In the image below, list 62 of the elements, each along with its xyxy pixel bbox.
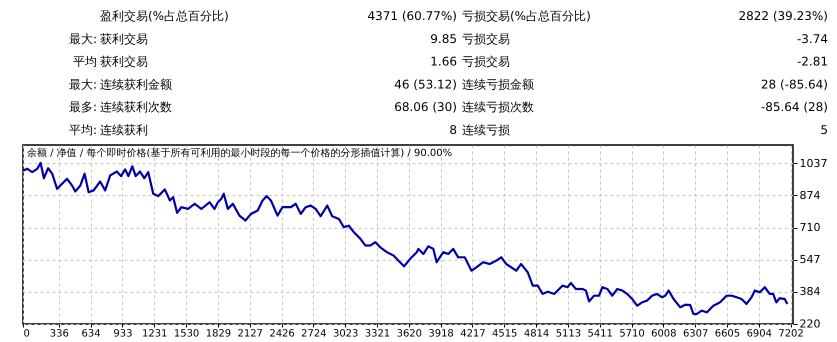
text: 最多: (68, 100, 97, 114)
text: 2822 (39.23%) (738, 9, 828, 23)
text: 连续亏损次数 (462, 100, 534, 114)
x-tick-label: 2426 (269, 328, 295, 340)
x-tick-label: 7202 (778, 328, 804, 340)
y-tick-label: 220 (800, 318, 820, 330)
text: 连续获利次数 (100, 100, 172, 114)
text: 盈利交易(%占总百分比) (100, 9, 229, 23)
x-tick-label: 3918 (428, 328, 454, 340)
x-tick-label: 4515 (492, 328, 518, 340)
text: 连续获利 (100, 123, 148, 137)
x-tick-label: 6605 (714, 328, 740, 340)
y-tick-label: 710 (800, 221, 820, 234)
text: -2.81 (796, 54, 828, 69)
x-tick-label: 1829 (206, 328, 232, 340)
x-tick-label: 4217 (460, 328, 486, 340)
text: 68.06 (30) (394, 100, 457, 114)
text: 平均: (68, 123, 97, 137)
x-tick-label: 634 (82, 328, 101, 340)
text: 5 (820, 123, 828, 137)
text: 获利交易 (100, 54, 148, 69)
text: 连续获利金额 (100, 77, 172, 92)
line-series (23, 162, 788, 316)
text: 9.85 (430, 32, 457, 46)
text: 连续亏损 (462, 123, 510, 137)
x-tick-label: 5411 (587, 328, 613, 340)
x-tick-label: 1231 (142, 328, 168, 340)
text: 亏损交易(%占总百分比) (462, 9, 591, 23)
text: 亏损交易 (462, 54, 510, 69)
text: 4371 (60.77%) (368, 9, 457, 23)
text: 亏损交易 (462, 32, 510, 46)
x-tick-label: 933 (113, 328, 132, 340)
x-tick-label: 4814 (524, 328, 550, 340)
chart-title: 余额 / 净值 / 每个即时价格(基于所有可利用的最小时段的每一个价格的分形插值计算) / 90.00% (27, 147, 452, 159)
text: 46 (53.12) (394, 77, 457, 92)
x-tick-label: 3023 (332, 328, 358, 340)
text: -3.74 (796, 32, 828, 46)
y-tick-label: 1037 (800, 156, 828, 170)
y-tick-label: 547 (800, 253, 820, 266)
x-tick-label: 336 (50, 328, 69, 340)
x-tick-label: 6307 (682, 328, 708, 340)
text: 平均 (73, 54, 97, 69)
text: -85.64 (28) (760, 100, 828, 114)
x-tick-label: 3321 (364, 328, 390, 340)
x-tick-label: 6904 (746, 328, 772, 340)
text: 最大: (68, 32, 97, 46)
x-tick-label: 3620 (396, 328, 422, 340)
x-tick-label: 6008 (651, 328, 677, 340)
text: 连续亏损金额 (462, 77, 534, 92)
x-tick-label: 5710 (619, 328, 645, 340)
text: 1.66 (430, 54, 457, 69)
y-tick-label: 874 (800, 188, 820, 202)
x-tick-label: 2127 (237, 328, 263, 340)
x-tick-label: 2724 (301, 328, 327, 340)
x-tick-label: 1530 (174, 328, 200, 340)
x-tick-label: 0 (24, 328, 30, 340)
text: 最大: (68, 77, 97, 92)
x-tick-label: 5113 (556, 328, 582, 340)
text: 获利交易 (100, 32, 148, 46)
y-tick-label: 384 (800, 285, 820, 298)
text: 8 (449, 123, 457, 137)
text: 28 (-85.64) (760, 77, 828, 92)
